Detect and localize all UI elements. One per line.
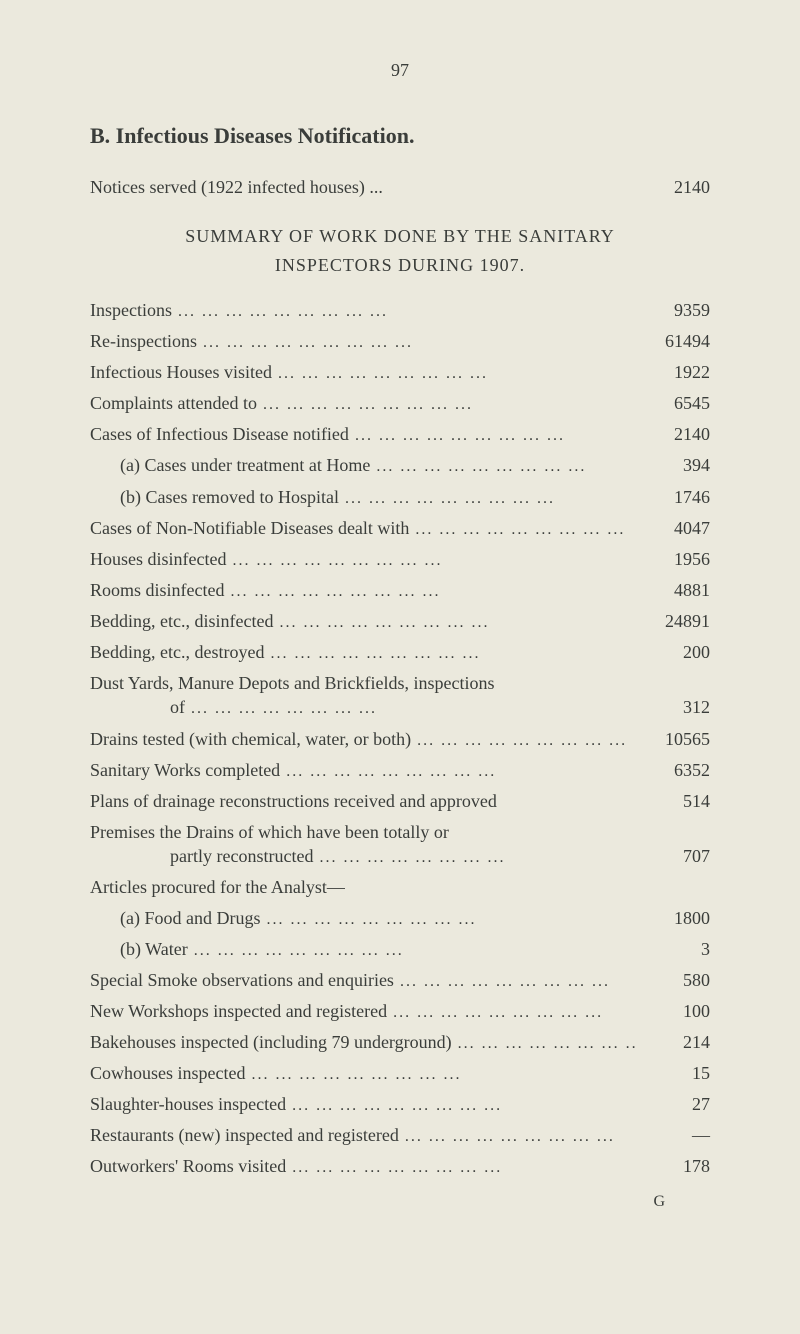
entry-value: — bbox=[635, 1123, 710, 1147]
entry-label: Houses disinfected bbox=[90, 547, 635, 572]
entry-value: 1956 bbox=[635, 547, 710, 571]
table-row: Complaints attended to6545 bbox=[90, 391, 710, 416]
table-row: Plans of drainage reconstructions receiv… bbox=[90, 789, 710, 813]
table-row: (a) Cases under treatment at Home394 bbox=[90, 453, 710, 478]
entry-value: 6545 bbox=[635, 391, 710, 415]
page-number: 97 bbox=[90, 60, 710, 81]
entry-label: (a) Cases under treatment at Home bbox=[90, 453, 635, 478]
entry-value: 3 bbox=[635, 937, 710, 961]
entry-label: Bedding, etc., disinfected bbox=[90, 609, 635, 634]
table-row: Bedding, etc., disinfected24891 bbox=[90, 609, 710, 634]
table-row: Drains tested (with chemical, water, or … bbox=[90, 727, 710, 752]
table-row: Outworkers' Rooms visited178 bbox=[90, 1154, 710, 1179]
notices-value: 2140 bbox=[635, 177, 710, 198]
table-row: Restaurants (new) inspected and register… bbox=[90, 1123, 710, 1148]
entry-label: Re-inspections bbox=[90, 329, 635, 354]
entry-value: 514 bbox=[635, 789, 710, 813]
entry-label: Slaughter-houses inspected bbox=[90, 1092, 635, 1117]
multi-line2-value: 312 bbox=[635, 695, 710, 720]
entry-label: Rooms disinfected bbox=[90, 578, 635, 603]
notices-line: Notices served (1922 infected houses) ..… bbox=[90, 177, 710, 198]
entry-label: (a) Food and Drugs bbox=[90, 906, 635, 931]
table-row: New Workshops inspected and registered10… bbox=[90, 999, 710, 1024]
entry-label: Sanitary Works completed bbox=[90, 758, 635, 783]
entry-value: 1746 bbox=[635, 485, 710, 509]
table-row: Re-inspections61494 bbox=[90, 329, 710, 354]
entry-value: 4047 bbox=[635, 516, 710, 540]
entry-label: Cases of Non-Notifiable Diseases dealt w… bbox=[90, 516, 635, 541]
entry-label: Bedding, etc., destroyed bbox=[90, 640, 635, 665]
entries-block: (a) Food and Drugs1800(b) Water3Special … bbox=[90, 906, 710, 1179]
table-row: Bedding, etc., destroyed200 bbox=[90, 640, 710, 665]
section-heading: B. Infectious Diseases Notification. bbox=[90, 123, 710, 149]
entry-label: Outworkers' Rooms visited bbox=[90, 1154, 635, 1179]
articles-heading-label: Articles procured for the Analyst— bbox=[90, 875, 345, 899]
entry-value: 9359 bbox=[635, 298, 710, 322]
entry-label: (b) Cases removed to Hospital bbox=[90, 485, 635, 510]
entry-label: Cases of Infectious Disease notified bbox=[90, 422, 635, 447]
entries-block: Drains tested (with chemical, water, or … bbox=[90, 727, 710, 813]
entry-label: Inspections bbox=[90, 298, 635, 323]
table-row: Cases of Non-Notifiable Diseases dealt w… bbox=[90, 516, 710, 541]
entry-value: 1800 bbox=[635, 906, 710, 930]
multi-entry-premises: Premises the Drains of which have been t… bbox=[90, 820, 710, 869]
signature-mark: G bbox=[90, 1193, 710, 1211]
entry-label: Restaurants (new) inspected and register… bbox=[90, 1123, 635, 1148]
notices-label: Notices served (1922 infected houses) ..… bbox=[90, 177, 383, 198]
table-row: Houses disinfected1956 bbox=[90, 547, 710, 572]
entry-value: 200 bbox=[635, 640, 710, 664]
articles-heading: Articles procured for the Analyst— bbox=[90, 875, 710, 899]
multi-line2-value: 707 bbox=[635, 844, 710, 869]
table-row: Infectious Houses visited1922 bbox=[90, 360, 710, 385]
entry-value: 27 bbox=[635, 1092, 710, 1116]
summary-heading-line2: INSPECTORS DURING 1907. bbox=[90, 255, 710, 276]
entry-label: (b) Water bbox=[90, 937, 635, 962]
entries-block: Inspections9359Re-inspections61494Infect… bbox=[90, 298, 710, 665]
entry-value: 4881 bbox=[635, 578, 710, 602]
entry-label: Plans of drainage reconstructions receiv… bbox=[90, 789, 635, 813]
entry-value: 61494 bbox=[635, 329, 710, 353]
entry-label: New Workshops inspected and registered bbox=[90, 999, 635, 1024]
entry-value: 24891 bbox=[635, 609, 710, 633]
multi-line2-label: of bbox=[90, 695, 635, 720]
summary-heading-line1: SUMMARY OF WORK DONE BY THE SANITARY bbox=[90, 226, 710, 247]
entry-label: Infectious Houses visited bbox=[90, 360, 635, 385]
table-row: Cowhouses inspected15 bbox=[90, 1061, 710, 1086]
table-row: Bakehouses inspected (including 79 under… bbox=[90, 1030, 710, 1055]
entry-value: 214 bbox=[635, 1030, 710, 1054]
table-row: (b) Water3 bbox=[90, 937, 710, 962]
entry-value: 1922 bbox=[635, 360, 710, 384]
entry-label: Bakehouses inspected (including 79 under… bbox=[90, 1030, 635, 1055]
table-row: (b) Cases removed to Hospital1746 bbox=[90, 485, 710, 510]
entry-label: Cowhouses inspected bbox=[90, 1061, 635, 1086]
entry-value: 394 bbox=[635, 453, 710, 477]
table-row: Special Smoke observations and enquiries… bbox=[90, 968, 710, 993]
multi-line1: Dust Yards, Manure Depots and Brickfield… bbox=[90, 671, 710, 695]
table-row: Rooms disinfected4881 bbox=[90, 578, 710, 603]
table-row: Sanitary Works completed6352 bbox=[90, 758, 710, 783]
entry-value: 580 bbox=[635, 968, 710, 992]
entry-value: 100 bbox=[635, 999, 710, 1023]
table-row: (a) Food and Drugs1800 bbox=[90, 906, 710, 931]
entry-label: Complaints attended to bbox=[90, 391, 635, 416]
entry-value: 10565 bbox=[635, 727, 710, 751]
multi-line2-label: partly reconstructed bbox=[90, 844, 635, 869]
multi-line1: Premises the Drains of which have been t… bbox=[90, 820, 710, 844]
entry-value: 178 bbox=[635, 1154, 710, 1178]
table-row: Cases of Infectious Disease notified2140 bbox=[90, 422, 710, 447]
entry-label: Special Smoke observations and enquiries bbox=[90, 968, 635, 993]
multi-entry-dust-yards: Dust Yards, Manure Depots and Brickfield… bbox=[90, 671, 710, 720]
entry-value: 6352 bbox=[635, 758, 710, 782]
entry-label: Drains tested (with chemical, water, or … bbox=[90, 727, 635, 752]
entry-value: 15 bbox=[635, 1061, 710, 1085]
entry-value: 2140 bbox=[635, 422, 710, 446]
table-row: Slaughter-houses inspected27 bbox=[90, 1092, 710, 1117]
table-row: Inspections9359 bbox=[90, 298, 710, 323]
